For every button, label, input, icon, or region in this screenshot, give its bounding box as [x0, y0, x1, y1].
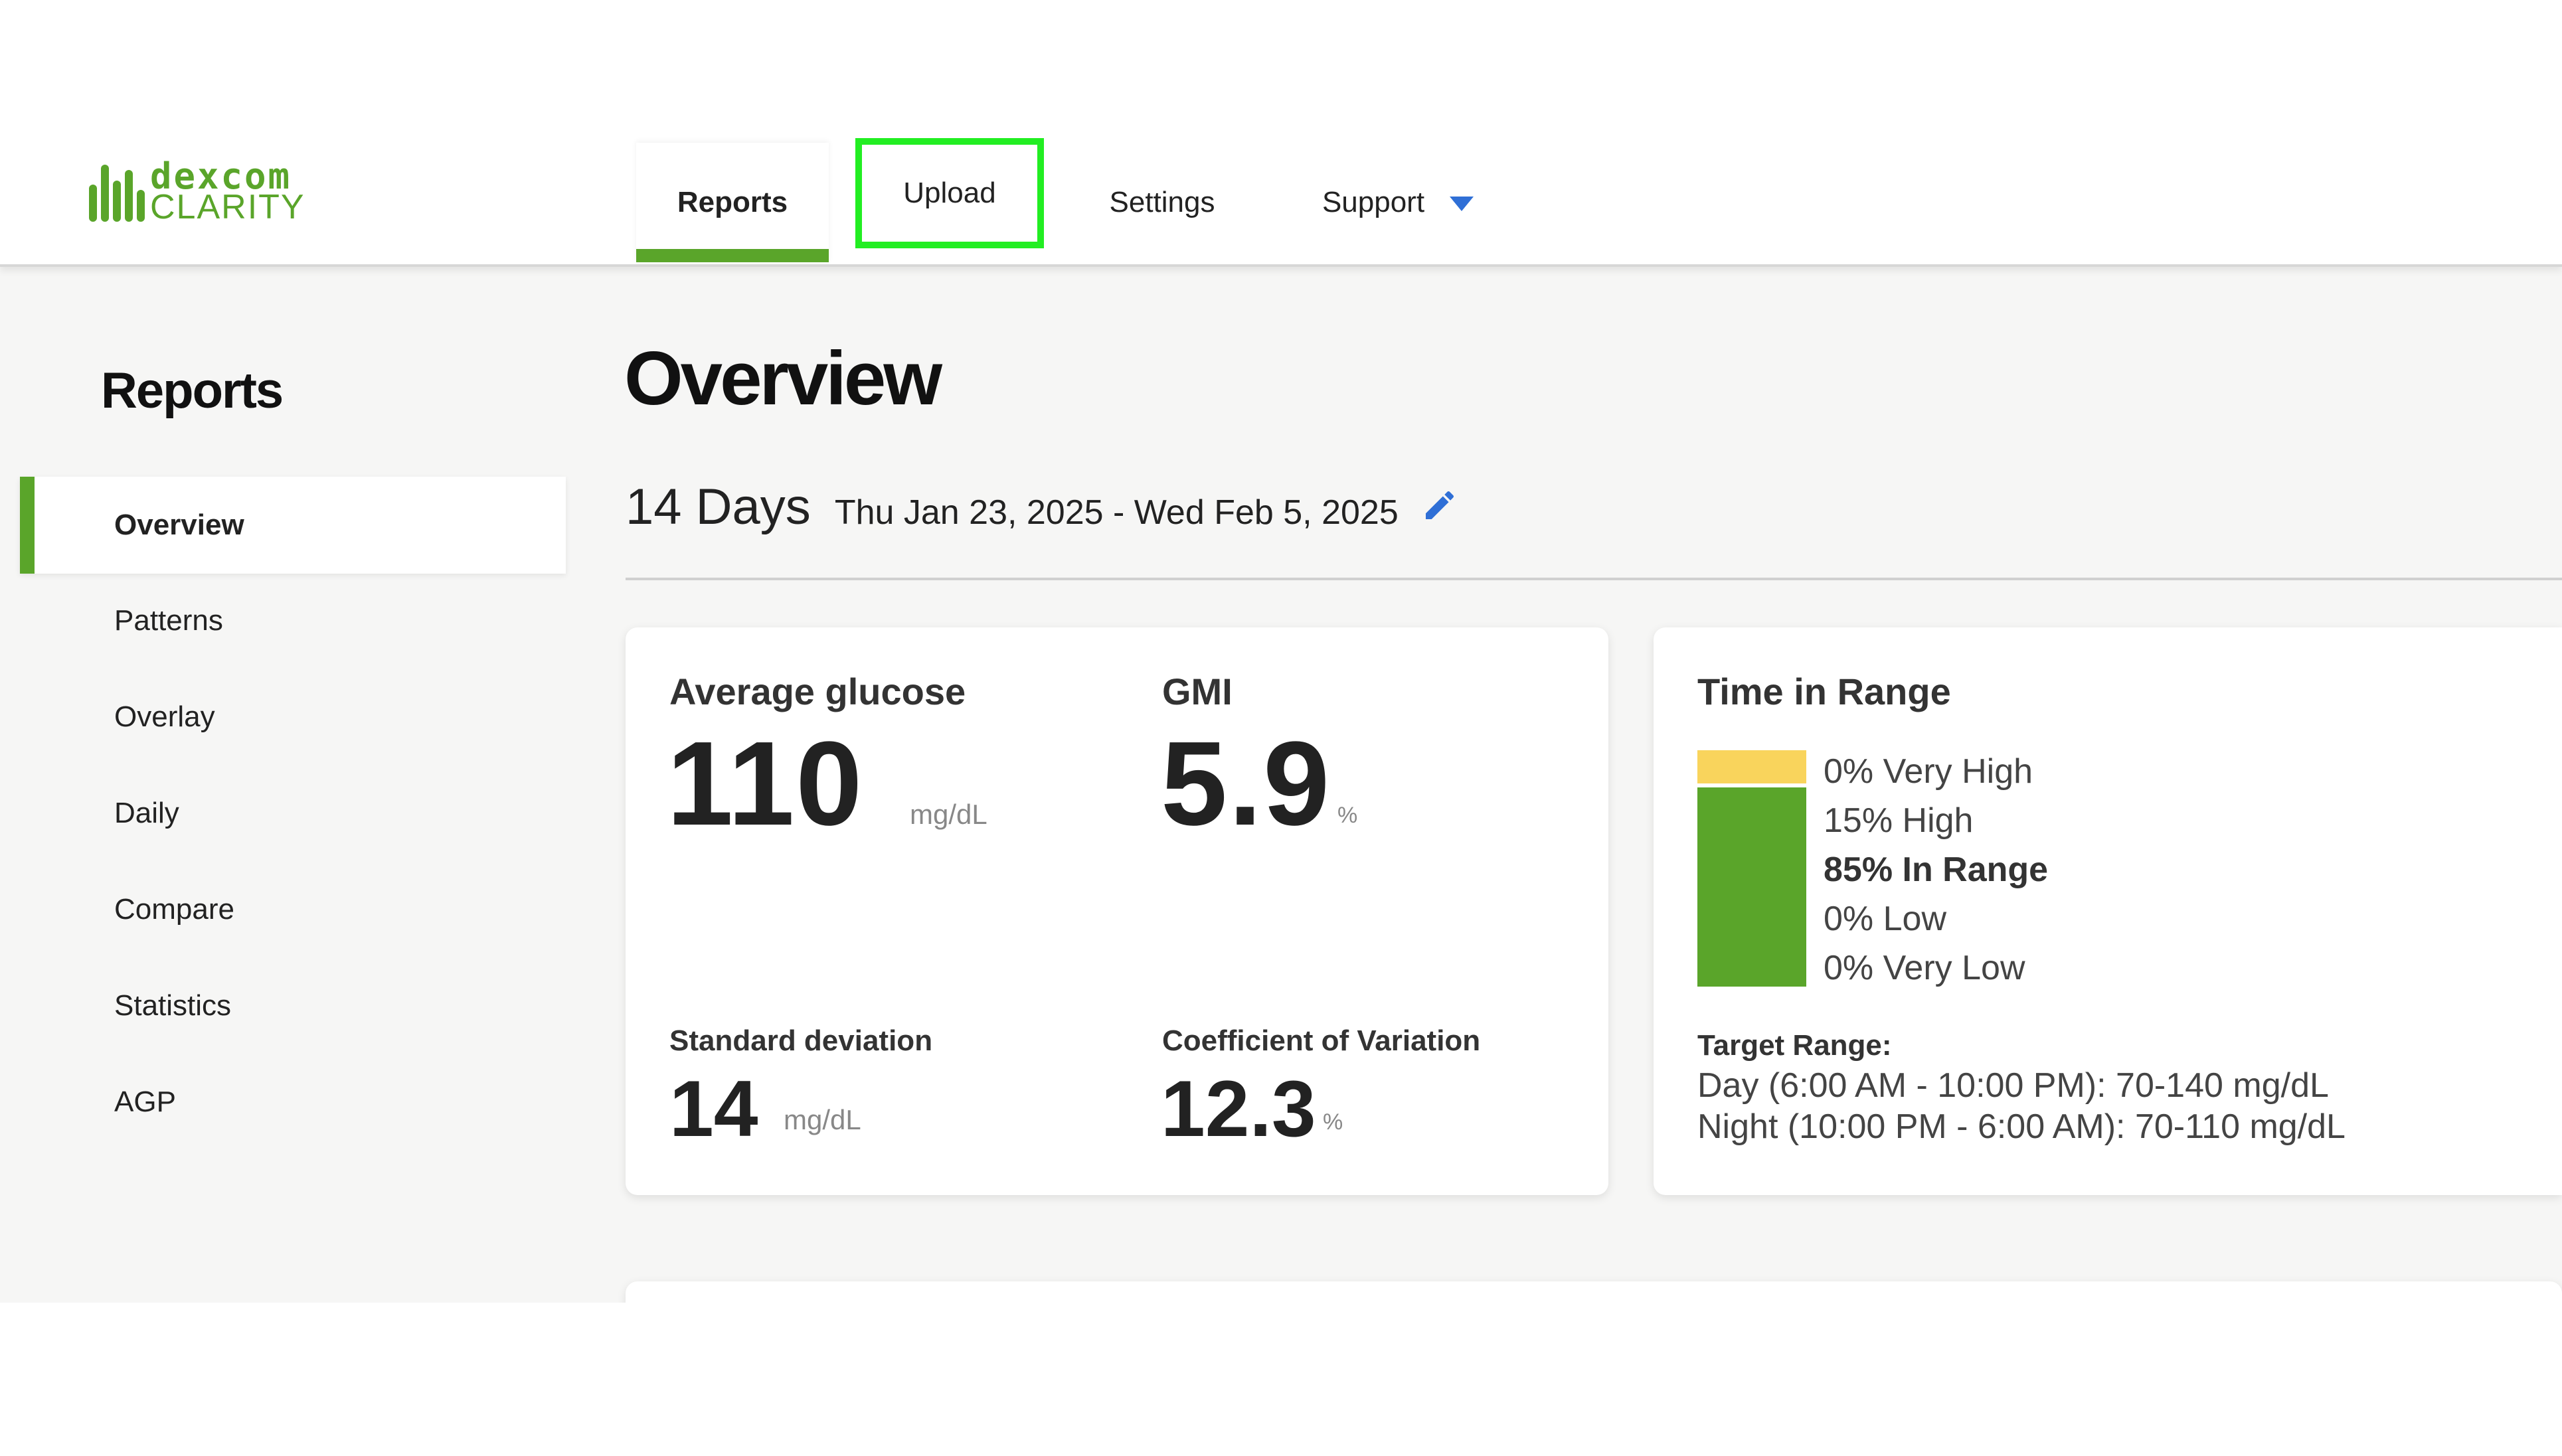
std-deviation-label: Standard deviation [669, 1024, 933, 1057]
section-divider [626, 578, 2562, 580]
tab-settings[interactable]: Settings [1076, 143, 1248, 262]
tir-legend: 0% Very High 15% High 85% In Range 0% Lo… [1824, 747, 2048, 993]
tir-stacked-bar [1697, 750, 1806, 987]
target-range-title: Target Range: [1697, 1029, 1892, 1062]
tab-reports-label: Reports [677, 186, 788, 218]
sidebar-item-agp[interactable]: AGP [20, 1054, 566, 1151]
sidebar-item-label: Overview [114, 509, 244, 541]
time-in-range-card: Time in Range 0% Very High 15% High 85% … [1654, 627, 2562, 1195]
chevron-down-icon [1450, 197, 1474, 211]
bottom-blank-area [0, 1303, 2562, 1456]
sidebar-item-label: Compare [114, 893, 234, 926]
page-title: Overview [624, 337, 942, 421]
tir-very-high: 0% Very High [1824, 752, 2033, 791]
std-deviation-value: 14 [669, 1064, 758, 1153]
tir-low: 0% Low [1824, 900, 1946, 938]
glucose-stats-card: Average glucose 110 mg/dL GMI 5.9 % Stan… [626, 627, 1608, 1195]
cv-label: Coefficient of Variation [1162, 1024, 1481, 1057]
sidebar-item-statistics[interactable]: Statistics [20, 957, 566, 1054]
sidebar-item-daily[interactable]: Daily [20, 765, 566, 862]
sidebar-item-label: Statistics [114, 989, 232, 1022]
tir-title: Time in Range [1697, 671, 1951, 712]
logo-wordmark-clarity: CLARITY [150, 188, 305, 226]
logo-bars-icon [89, 165, 145, 222]
gmi-unit: % [1337, 803, 1358, 828]
sidebar-title: Reports [101, 363, 284, 419]
avg-glucose-value: 110 [667, 717, 864, 850]
date-range-row: 14 Days Thu Jan 23, 2025 - Wed Feb 5, 20… [626, 478, 1458, 551]
tab-support-label: Support [1322, 186, 1425, 218]
active-tab-indicator [636, 249, 829, 262]
cv-unit: % [1323, 1109, 1343, 1135]
logo-wordmark-dexcom: dexcom [150, 155, 292, 197]
avg-glucose-unit: mg/dL [910, 799, 987, 830]
tab-reports[interactable]: Reports [636, 143, 829, 262]
gmi-value: 5.9 [1161, 717, 1331, 850]
tab-settings-label: Settings [1109, 186, 1215, 218]
sidebar-item-compare[interactable]: Compare [20, 861, 566, 958]
sidebar-item-patterns[interactable]: Patterns [20, 572, 566, 669]
sidebar-item-overview[interactable]: Overview [20, 477, 566, 574]
tab-support[interactable]: Support [1302, 143, 1494, 262]
tir-very-low: 0% Very Low [1824, 949, 2025, 987]
sidebar-item-label: Patterns [114, 604, 223, 637]
avg-glucose-label: Average glucose [669, 671, 966, 712]
gmi-label: GMI [1162, 671, 1233, 712]
range-days: 14 Days [626, 479, 811, 535]
tir-high: 15% High [1824, 801, 1974, 840]
top-header: dexcom CLARITY Reports Upload Settings S… [0, 0, 2562, 267]
sidebar-item-label: Daily [114, 797, 179, 829]
range-dates: Thu Jan 23, 2025 - Wed Feb 5, 2025 [834, 493, 1399, 532]
tab-upload[interactable]: Upload [855, 138, 1044, 248]
std-deviation-unit: mg/dL [784, 1104, 861, 1135]
sidebar-item-overlay[interactable]: Overlay [20, 669, 566, 766]
tab-upload-label: Upload [903, 177, 996, 209]
sidebar-item-label: Overlay [114, 700, 215, 733]
target-range-day: Day (6:00 AM - 10:00 PM): 70-140 mg/dL [1697, 1066, 2329, 1105]
tir-bar-in-range-segment [1697, 787, 1806, 987]
sidebar-item-label: AGP [114, 1086, 176, 1118]
tir-bar-high-segment [1697, 750, 1806, 783]
tir-in-range: 85% In Range [1824, 850, 2049, 889]
target-range-night: Night (10:00 PM - 6:00 AM): 70-110 mg/dL [1697, 1107, 2346, 1146]
edit-pencil-icon[interactable] [1421, 487, 1458, 524]
cv-value: 12.3 [1161, 1064, 1316, 1153]
